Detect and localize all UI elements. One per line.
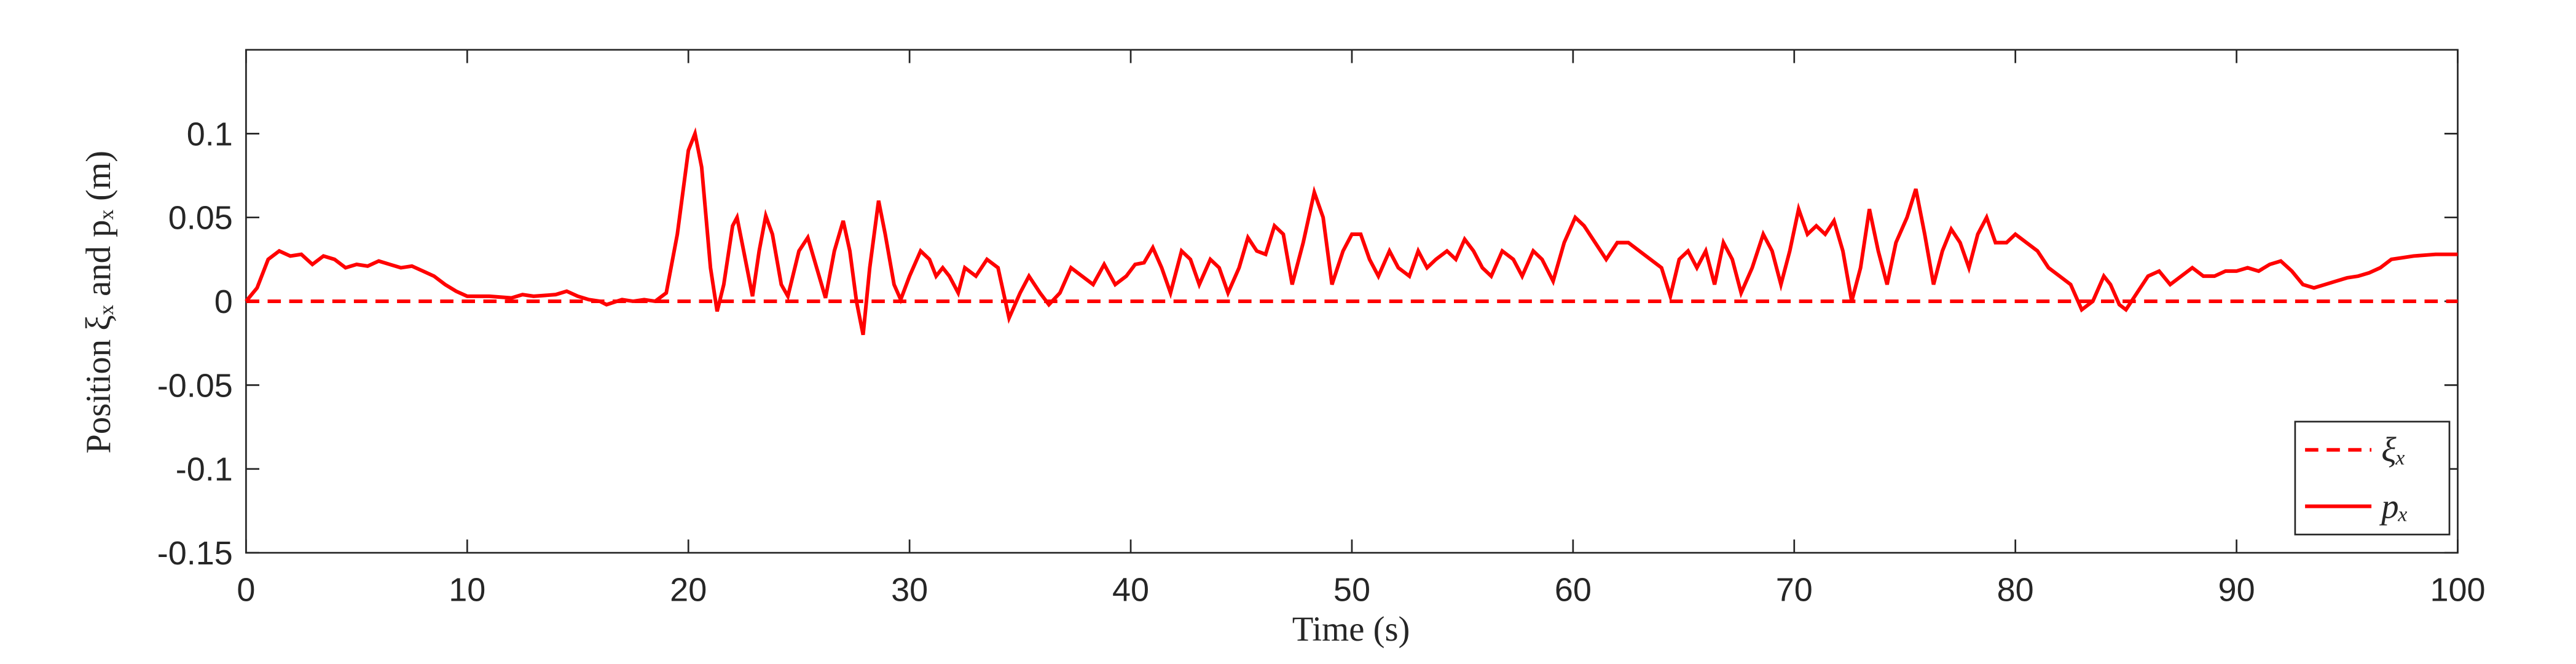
legend-label: ξₓ — [2381, 431, 2406, 470]
x-tick-label: 90 — [2218, 571, 2255, 608]
y-tick-label: 0.1 — [187, 116, 233, 152]
y-axis-label: Position ξₓ and pₓ (m) — [79, 151, 118, 454]
x-axis-label: Time (s) — [1292, 610, 1410, 649]
y-tick-label: -0.1 — [176, 451, 233, 488]
y-tick-label: -0.05 — [157, 367, 233, 404]
x-tick-label: 0 — [237, 571, 255, 608]
x-tick-label: 100 — [2430, 571, 2485, 608]
x-tick-label: 50 — [1333, 571, 1370, 608]
x-tick-label: 70 — [1776, 571, 1813, 608]
y-tick-label: 0.05 — [168, 200, 233, 237]
y-tick-label: -0.15 — [157, 535, 233, 572]
legend-label: pₓ — [2379, 487, 2408, 526]
y-tick-label: 0 — [214, 283, 233, 320]
x-tick-label: 30 — [891, 571, 928, 608]
x-tick-label: 60 — [1555, 571, 1592, 608]
x-tick-label: 10 — [449, 571, 485, 608]
series-line — [245, 127, 2458, 336]
legend-box — [2294, 421, 2451, 536]
x-tick-label: 40 — [1112, 571, 1149, 608]
x-tick-label: 20 — [670, 571, 707, 608]
x-tick-label: 80 — [1997, 571, 2034, 608]
